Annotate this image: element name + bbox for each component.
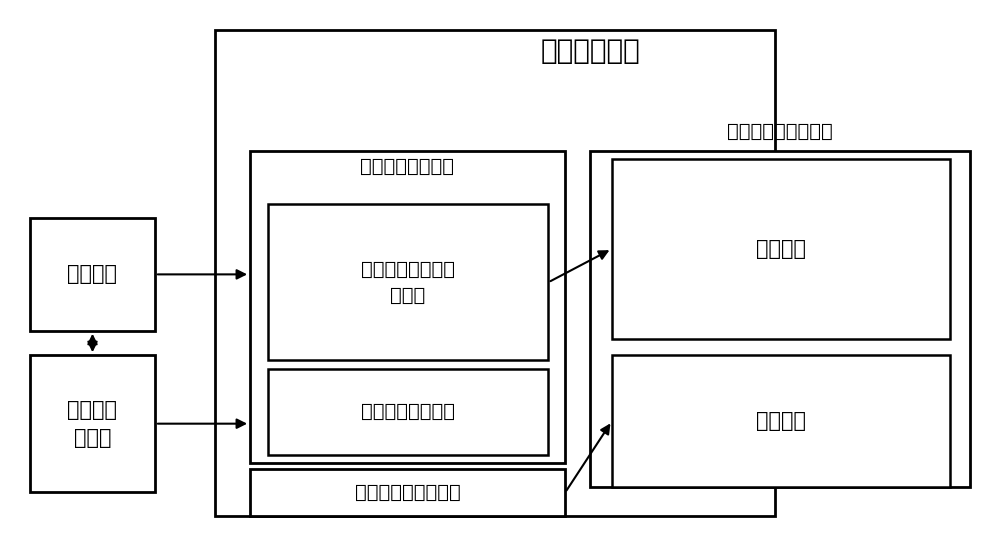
Bar [612, 159, 950, 339]
Text: 数字虚体空间: 数字虚体空间 [540, 37, 640, 65]
Bar [268, 369, 548, 455]
Bar [250, 469, 565, 516]
Text: 热误差预
测模型: 热误差预 测模型 [68, 400, 118, 448]
Bar [590, 151, 970, 487]
Text: 热误差数据采集模块: 热误差数据采集模块 [355, 483, 460, 502]
Bar [30, 218, 155, 331]
Bar [30, 355, 155, 492]
Text: 物理模型: 物理模型 [756, 411, 806, 431]
Text: 驱动数据采集程序: 驱动数据采集程序 [361, 402, 455, 421]
Bar [268, 204, 548, 360]
Text: 几何模型: 几何模型 [756, 239, 806, 259]
Text: 驱动数据采集模块: 驱动数据采集模块 [360, 157, 454, 176]
Bar [250, 151, 565, 463]
Text: 进给轴数字虚拟模型: 进给轴数字虚拟模型 [727, 122, 833, 141]
Text: 动态链接库文件调
用程序: 动态链接库文件调 用程序 [361, 260, 455, 305]
Bar [215, 30, 775, 516]
Bar [612, 355, 950, 487]
Text: 数控系统: 数控系统 [68, 264, 118, 285]
